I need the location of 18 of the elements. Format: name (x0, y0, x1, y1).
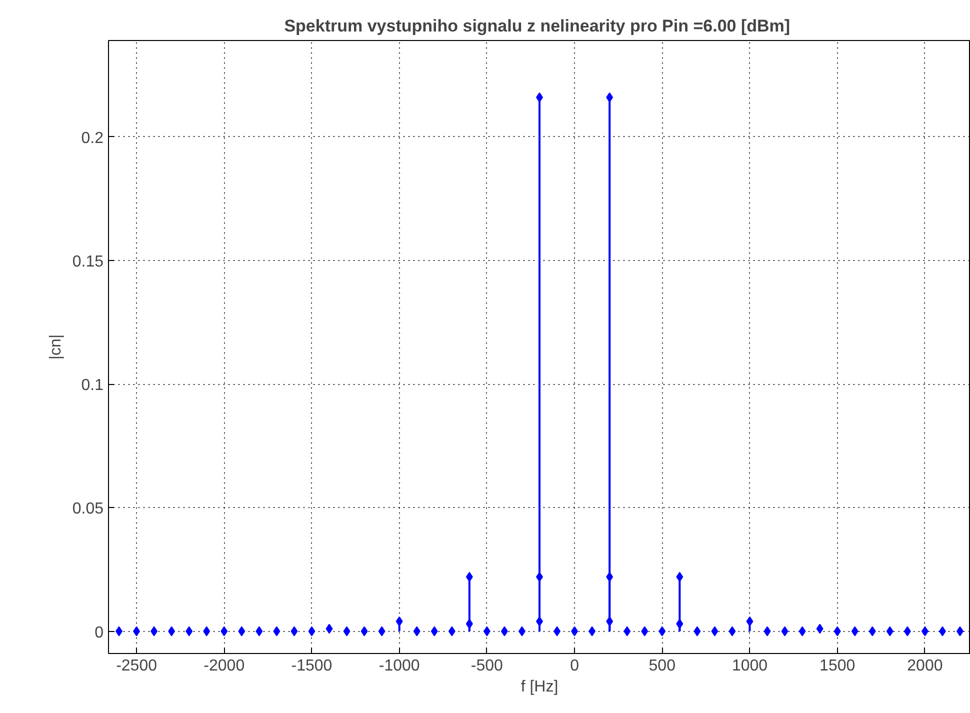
y-tick-label: 0.15 (72, 253, 104, 270)
x-tick-label: -500 (470, 658, 504, 674)
x-tick-label: 2000 (907, 658, 943, 674)
y-tick-label: 0.05 (72, 500, 104, 518)
y-axis-title: |cn| (47, 334, 64, 360)
y-tick-label: 0.1 (81, 377, 104, 394)
x-tick-label: 0 (570, 658, 580, 674)
y-tick-label: 0.2 (81, 130, 104, 147)
x-axis-title: f [Hz] (520, 678, 558, 696)
y-tick-label: 0 (94, 624, 104, 642)
chart-title: Spektrum vystupniho signalu z nelinearity pro Pin =6.00 [dBm] (284, 16, 790, 36)
x-tick-label: 1500 (820, 658, 856, 674)
x-tick-label: -1500 (291, 658, 332, 674)
x-tick-label: 1000 (732, 658, 768, 674)
x-tick-label: -1000 (378, 658, 420, 674)
x-tick-label: -2500 (116, 658, 158, 674)
x-tick-label: -2000 (204, 658, 245, 674)
x-tick-label: 500 (648, 658, 676, 674)
